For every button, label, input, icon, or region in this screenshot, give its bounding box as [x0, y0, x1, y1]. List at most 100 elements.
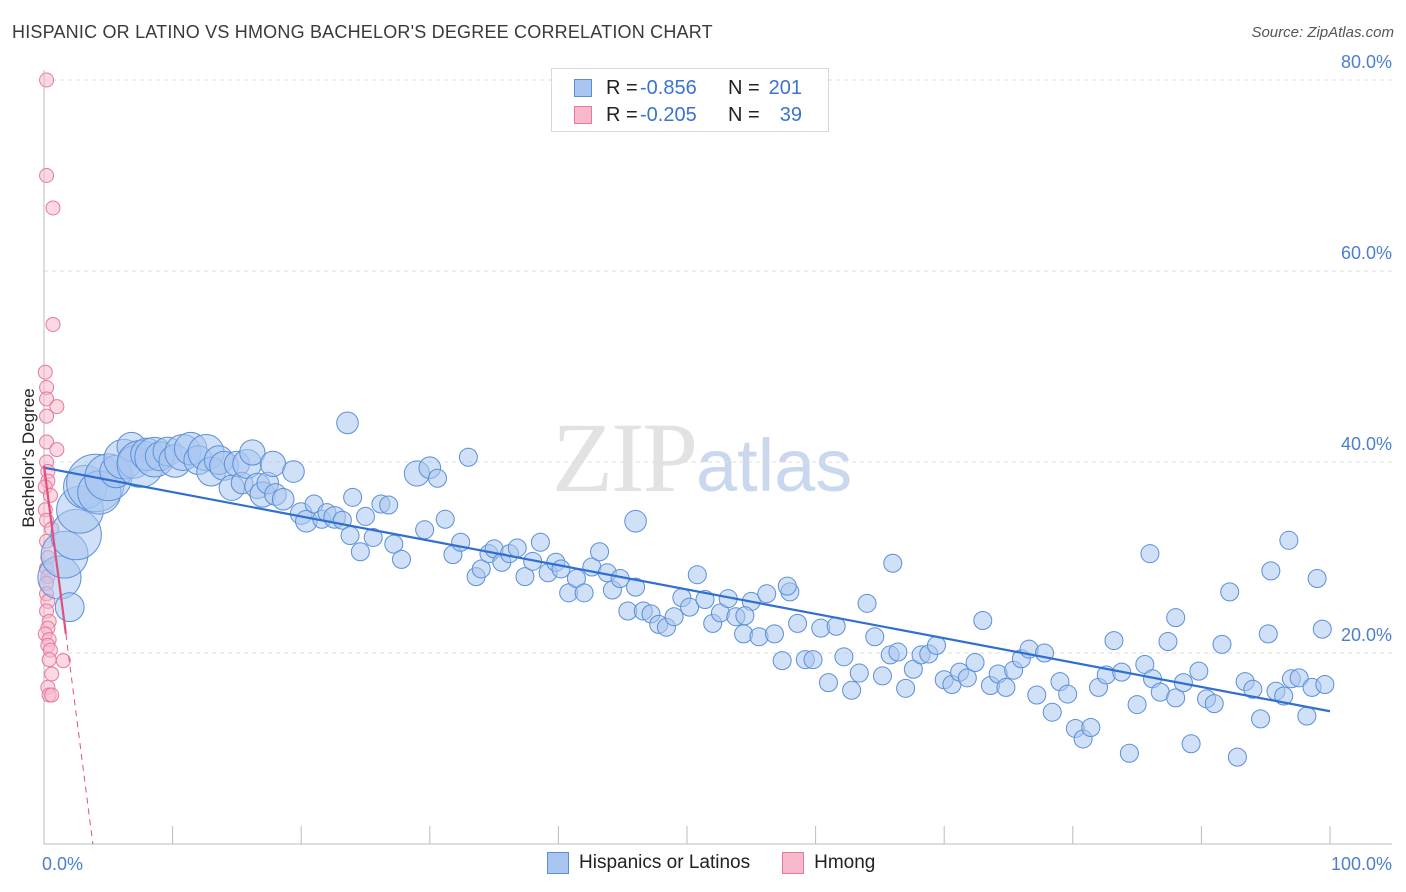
data-point-hispanic — [336, 411, 359, 435]
data-point-hmong — [39, 391, 55, 407]
data-point-hispanic — [54, 592, 85, 623]
data-point-hispanic — [530, 532, 550, 552]
data-point-hispanic — [996, 677, 1016, 697]
watermark-zip: ZIP — [552, 402, 698, 513]
data-point-hispanic — [687, 565, 707, 585]
data-point-hispanic — [1166, 688, 1186, 708]
data-point-hispanic — [384, 534, 404, 554]
data-point-hispanic — [734, 624, 754, 644]
data-point-hispanic — [926, 635, 946, 655]
data-point-hispanic — [271, 487, 295, 511]
data-point-hispanic — [1127, 695, 1147, 715]
legend-item-hmong[interactable]: Hmong — [782, 852, 875, 874]
data-point-hispanic — [340, 526, 360, 546]
data-point-hispanic — [239, 439, 266, 466]
legend-r-label: R = — [606, 76, 638, 99]
data-point-hispanic — [282, 460, 305, 483]
trend-line-hispanic — [43, 466, 1331, 713]
legend-swatch-pink — [574, 106, 592, 124]
data-point-hispanic — [1212, 634, 1232, 654]
trend-lines — [42, 465, 1331, 845]
trend-extension-hmong — [65, 633, 94, 845]
data-point-hispanic — [749, 627, 769, 647]
data-point-hmong — [45, 200, 61, 216]
data-point-hmong — [39, 168, 55, 183]
y-tick-label: 60.0% — [1341, 243, 1392, 263]
data-point-hispanic — [777, 576, 797, 596]
data-point-hispanic — [1251, 709, 1271, 729]
legend-label-hmong: Hmong — [814, 852, 876, 873]
data-point-hispanic — [1297, 706, 1317, 726]
data-point-hispanic — [1042, 702, 1062, 722]
data-point-hmong — [55, 653, 71, 669]
y-tick-label: 20.0% — [1341, 625, 1392, 645]
data-point-hispanic — [1027, 685, 1047, 705]
data-point-hispanic — [735, 606, 755, 626]
data-point-hispanic — [1189, 661, 1209, 681]
y-tick-label: 40.0% — [1341, 434, 1392, 454]
watermark-atlas: atlas — [696, 424, 853, 507]
legend-r-value: -0.856 — [640, 76, 697, 99]
y-tick-label: 80.0% — [1341, 52, 1392, 72]
data-point-hispanic — [471, 559, 491, 579]
data-point-hispanic — [574, 583, 594, 603]
data-point-hispanic — [1261, 561, 1281, 581]
data-point-hmong — [37, 364, 53, 380]
legend-n-label: N = — [728, 103, 760, 126]
data-point-hmong — [49, 399, 65, 415]
x-tick-label: 100.0% — [1331, 854, 1392, 874]
tick-labels: 20.0% 40.0% 60.0% 80.0% 0.0% 100.0% — [42, 52, 1392, 874]
legend-r-value: -0.205 — [640, 103, 697, 126]
data-point-hispanic — [356, 506, 375, 526]
data-point-hispanic — [888, 642, 908, 662]
x-tick-label: 0.0% — [42, 854, 83, 874]
data-point-hispanic — [849, 663, 869, 683]
data-point-hispanic — [957, 668, 977, 688]
data-point-hispanic — [624, 509, 647, 533]
data-point-hispanic — [1058, 684, 1078, 704]
legend-n-value: 39 — [779, 103, 802, 126]
data-point-hispanic — [363, 527, 383, 547]
data-point-hmong — [44, 666, 60, 682]
data-point-hispanic — [590, 542, 610, 562]
legend-n-value: 201 — [768, 76, 802, 99]
data-point-hispanic — [664, 607, 684, 627]
data-point-hispanic — [515, 567, 535, 587]
data-point-hmong — [44, 687, 60, 703]
series-legend: Hispanics or Latinos Hmong — [547, 852, 907, 874]
legend-swatch-blue — [574, 79, 592, 97]
data-point-hispanic — [757, 584, 777, 604]
data-point-hispanic — [695, 590, 715, 610]
data-point-hmong — [41, 652, 57, 668]
data-point-hispanic — [857, 593, 877, 613]
data-point-hispanic — [1181, 734, 1201, 754]
legend-item-hispanic[interactable]: Hispanics or Latinos — [547, 852, 750, 874]
legend-row-hmong: R = -0.205 N = 39 — [574, 103, 802, 127]
data-point-hispanic — [392, 549, 412, 569]
stats-legend: R = -0.856 N = 201 R = -0.205 N = 39 — [551, 68, 829, 132]
chart-title: HISPANIC OR LATINO VS HMONG BACHELOR'S D… — [12, 22, 713, 42]
trend-line-hmong — [42, 465, 67, 635]
data-point-hmong — [39, 434, 55, 450]
data-point-hispanic — [764, 624, 784, 644]
data-point-hmong — [45, 316, 61, 332]
data-point-hispanic — [818, 673, 838, 693]
data-point-hispanic — [788, 613, 808, 633]
legend-label-hispanic: Hispanics or Latinos — [579, 852, 751, 873]
data-point-hispanic — [259, 450, 287, 478]
legend-row-hispanic: R = -0.856 N = 201 — [574, 76, 802, 100]
data-point-hispanic — [973, 611, 993, 631]
data-point-hispanic — [1081, 717, 1101, 737]
data-point-hispanic — [1243, 679, 1263, 699]
data-point-hispanic — [1307, 569, 1327, 589]
data-point-hispanic — [1258, 624, 1278, 644]
data-point-hispanic — [1158, 632, 1178, 652]
data-point-hispanic — [1279, 530, 1299, 550]
legend-r-label: R = — [606, 103, 638, 126]
data-point-hispanic — [803, 650, 823, 670]
gridlines — [44, 79, 1392, 654]
data-point-hispanic — [872, 666, 892, 686]
data-point-hmong — [42, 487, 58, 503]
data-point-hispanic — [350, 542, 370, 562]
data-point-hispanic — [1166, 608, 1186, 628]
